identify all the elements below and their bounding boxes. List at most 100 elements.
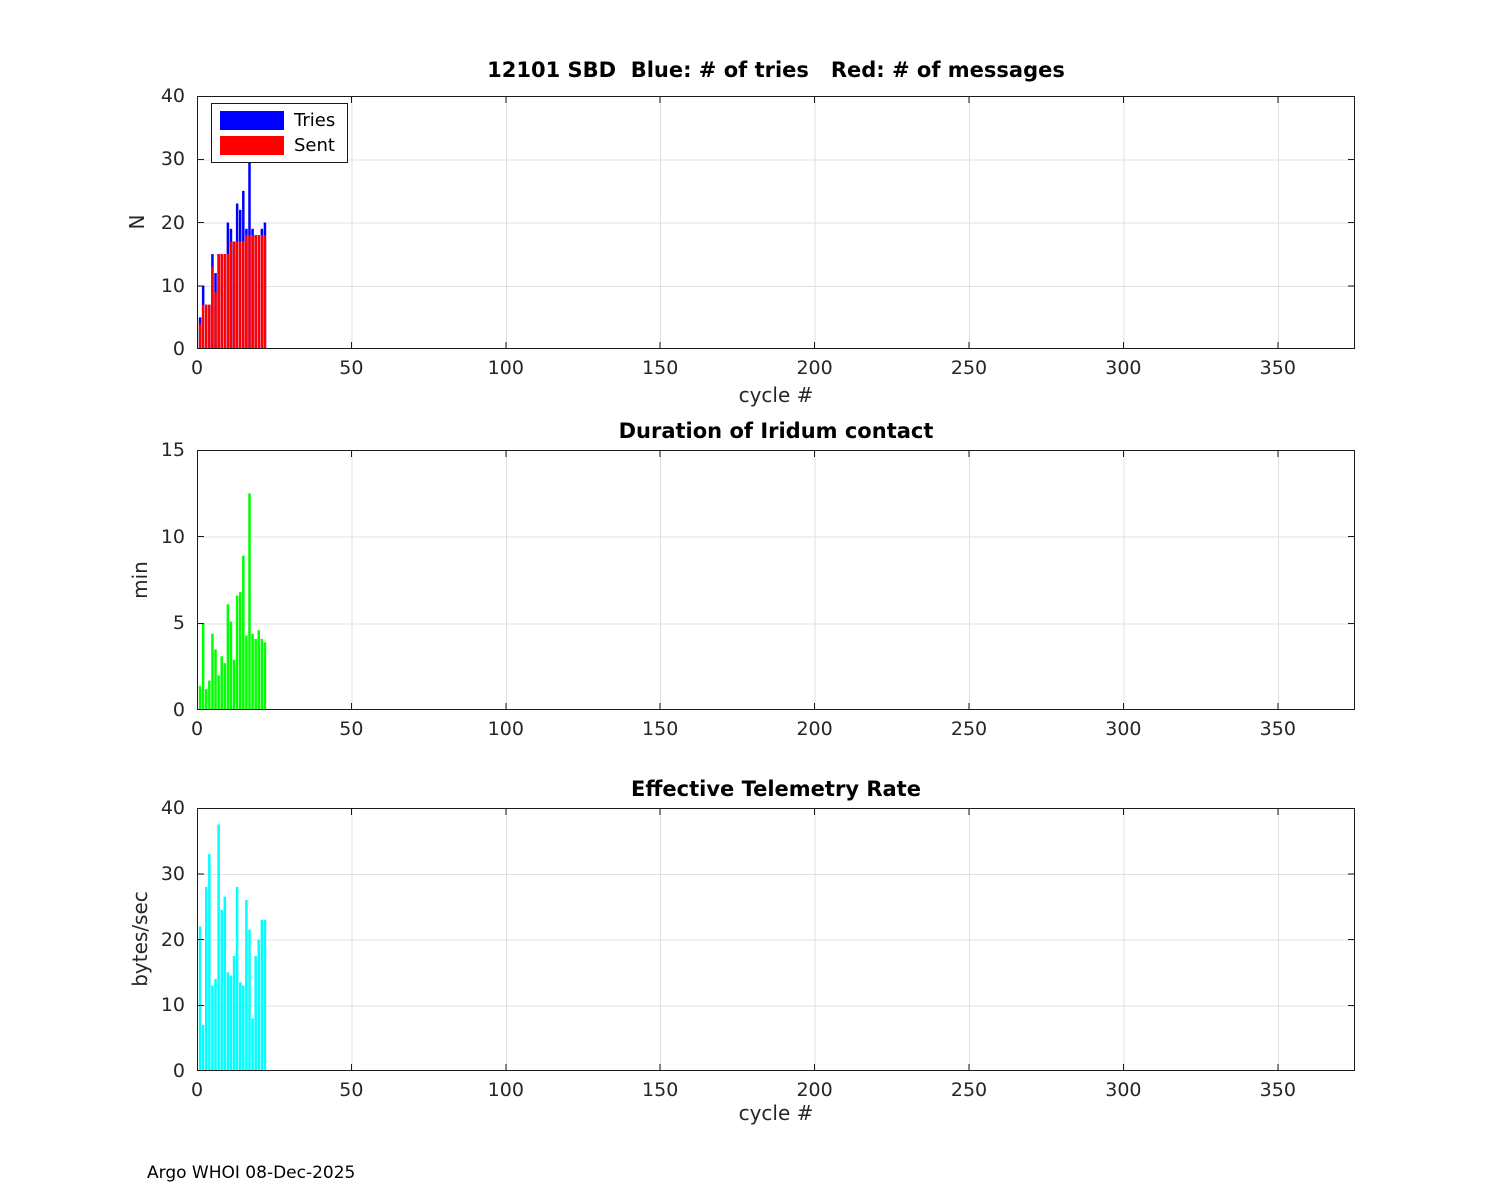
bar-duration-cycle-14 (238, 592, 242, 710)
bar-rate-cycle-22 (263, 919, 267, 1071)
bar-rate-cycle-19 (254, 955, 257, 1071)
x-tick-label: 250 (950, 1079, 988, 1101)
bar-rate-cycle-5 (211, 985, 214, 1071)
legend-label: Tries (294, 110, 336, 131)
bar-duration-cycle-21 (260, 638, 264, 710)
chart3-x-axis-label: cycle # (738, 1101, 814, 1125)
bar-sent-cycle-12 (232, 241, 236, 349)
bar-sent-cycle-2 (201, 304, 205, 349)
figure-footer-text: Argo WHOI 08-Dec-2025 (147, 1163, 356, 1183)
bar-duration-cycle-4 (208, 680, 211, 710)
x-tick-label: 350 (1259, 357, 1296, 379)
bar-rate-cycle-14 (238, 982, 242, 1071)
bar-duration-cycle-3 (205, 689, 208, 710)
bar-duration-cycle-20 (257, 630, 261, 710)
bar-sent-cycle-4 (208, 304, 211, 349)
bar-sent-cycle-19 (254, 235, 257, 349)
y-tick-label: 10 (160, 525, 185, 548)
bar-rate-cycle-18 (251, 1018, 254, 1071)
x-tick-label: 200 (796, 1079, 833, 1101)
y-tick-label: 20 (160, 211, 185, 234)
legend-entry-tries: Tries (220, 111, 335, 130)
bar-rate-cycle-15 (242, 985, 245, 1071)
bar-sent-cycle-3 (205, 304, 208, 349)
y-tick-label: 20 (160, 928, 185, 951)
chart1-title: 12101 SBD Blue: # of tries Red: # of mes… (487, 58, 1065, 82)
bar-sent-cycle-20 (257, 235, 261, 349)
x-tick-label: 100 (487, 357, 524, 379)
bar-sent-cycle-13 (235, 241, 239, 349)
legend-swatch-tries (220, 111, 284, 130)
bar-rate-cycle-10 (226, 972, 230, 1071)
legend-entry-sent: Sent (220, 136, 335, 155)
bar-duration-cycle-19 (254, 638, 257, 710)
x-tick-label: 150 (642, 357, 679, 379)
bar-sent-cycle-10 (226, 254, 230, 349)
plot-canvas (197, 96, 1355, 349)
bar-duration-cycle-8 (220, 656, 223, 710)
y-tick-label: 0 (172, 699, 185, 721)
x-tick-label: 150 (642, 1079, 679, 1101)
chart3-title: Effective Telemetry Rate (631, 777, 921, 801)
plot-canvas (197, 450, 1355, 710)
bar-rate-cycle-8 (220, 909, 223, 1071)
bar-sent-cycle-18 (251, 235, 254, 349)
bar-sent-cycle-21 (260, 235, 264, 349)
bar-sent-cycle-11 (229, 241, 233, 349)
chart3-plot-area: 0 10 20 30 40 0 50 100 150 200 250 300 350 (161, 797, 1355, 1101)
x-tick-label: 0 (190, 1079, 204, 1101)
legend-label: Sent (294, 135, 335, 156)
chart1-y-axis-label: N (125, 214, 149, 230)
bar-sent-cycle-16 (245, 235, 248, 349)
x-tick-label: 50 (339, 357, 364, 379)
bar-sent-cycle-14 (238, 241, 242, 349)
plot-canvas (197, 808, 1355, 1071)
bar-rate-cycle-3 (205, 886, 208, 1071)
x-tick-label: 0 (190, 718, 204, 740)
chart1-x-axis-label: cycle # (738, 383, 814, 407)
x-tick-label: 50 (339, 718, 364, 740)
chart2-y-axis-label: min (128, 561, 152, 599)
chart3-y-axis-label: bytes/sec (128, 891, 152, 987)
bar-duration-cycle-15 (242, 555, 245, 710)
x-tick-label: 300 (1105, 718, 1142, 740)
bar-duration-cycle-11 (229, 621, 233, 710)
legend: Tries Sent (211, 103, 349, 163)
x-tick-label: 0 (190, 357, 204, 379)
bar-duration-cycle-7 (217, 675, 220, 710)
x-tick-label: 350 (1259, 718, 1296, 740)
bar-duration-cycle-9 (223, 663, 227, 710)
bar-rate-cycle-21 (260, 919, 264, 1071)
x-tick-label: 350 (1259, 1079, 1296, 1101)
bar-duration-cycle-12 (232, 659, 236, 710)
bar-duration-cycle-10 (226, 604, 230, 710)
y-tick-label: 0 (172, 1060, 185, 1082)
bar-duration-cycle-18 (251, 633, 254, 710)
y-tick-label: 30 (160, 148, 185, 171)
y-tick-label: 10 (160, 274, 185, 297)
bar-sent-cycle-6 (214, 292, 217, 349)
y-tick-label: 40 (160, 797, 185, 819)
x-tick-label: 250 (950, 357, 988, 379)
x-tick-label: 100 (487, 1079, 524, 1101)
bar-duration-cycle-2 (201, 623, 205, 710)
bar-duration-cycle-17 (248, 493, 251, 710)
x-tick-label: 300 (1105, 1079, 1142, 1101)
bar-rate-cycle-11 (229, 975, 233, 1071)
bar-rate-cycle-6 (214, 978, 217, 1071)
bar-duration-cycle-22 (263, 642, 267, 710)
bar-sent-cycle-1 (198, 323, 202, 349)
chart1-plot-area: 0 10 20 30 40 0 50 100 150 200 250 300 350 Tries Sent (161, 85, 1355, 379)
bar-duration-cycle-13 (235, 595, 239, 710)
bar-rate-cycle-7 (217, 824, 220, 1071)
x-tick-label: 300 (1105, 357, 1142, 379)
x-tick-label: 50 (339, 1079, 364, 1101)
bar-sent-cycle-8 (220, 254, 223, 349)
bar-rate-cycle-16 (245, 900, 248, 1071)
bar-rate-cycle-20 (257, 939, 261, 1071)
y-tick-label: 40 (160, 85, 185, 107)
bar-sent-cycle-9 (223, 254, 227, 349)
bar-duration-cycle-6 (214, 649, 217, 710)
x-tick-label: 200 (796, 357, 833, 379)
